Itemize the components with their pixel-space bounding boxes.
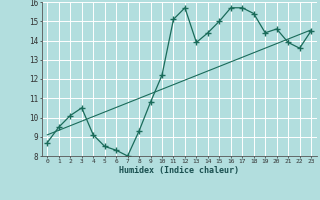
X-axis label: Humidex (Indice chaleur): Humidex (Indice chaleur) [119,166,239,175]
